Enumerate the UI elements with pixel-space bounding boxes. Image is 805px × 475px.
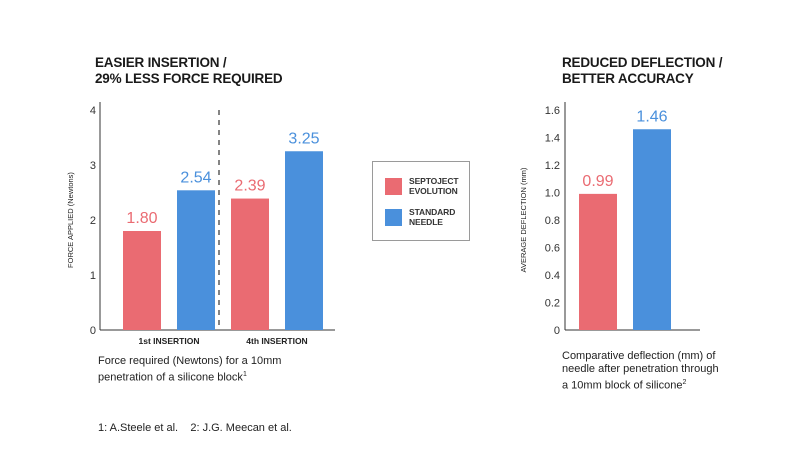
right-caption-line3-wrap: a 10mm block of silicone2 xyxy=(562,376,719,393)
left-y-tick-label: 0 xyxy=(90,325,96,337)
left-caption: Force required (Newtons) for a 10mm pene… xyxy=(98,355,281,385)
left-caption-line2-wrap: penetration of a silicone block1 xyxy=(98,368,281,385)
left-bar-septoject xyxy=(123,231,161,330)
legend-standard-line1: STANDARD xyxy=(409,207,456,217)
left-bar-value-label: 2.39 xyxy=(234,178,265,195)
left-y-tick-label: 3 xyxy=(90,160,96,172)
left-bar-septoject xyxy=(231,198,269,330)
legend-standard-line2: NEEDLE xyxy=(409,217,443,227)
legend-septoject-line2: EVOLUTION xyxy=(409,186,458,196)
left-title-line2: 29% LESS FORCE REQUIRED xyxy=(95,71,283,86)
right-bar-standard xyxy=(633,129,671,330)
left-caption-sup: 1 xyxy=(242,371,247,378)
legend: SEPTOJECT EVOLUTION STANDARD NEEDLE xyxy=(372,161,470,241)
right-y-tick-label: 0.6 xyxy=(545,243,560,255)
left-bar-standard xyxy=(177,190,215,330)
left-bar-standard xyxy=(285,151,323,330)
legend-septoject-line1: SEPTOJECT xyxy=(409,176,459,186)
right-title-line1: REDUCED DEFLECTION / xyxy=(562,55,723,70)
right-bar-septoject xyxy=(579,193,617,330)
footnotes: 1: A.Steele et al. 2: J.G. Meecan et al. xyxy=(98,422,292,434)
legend-label-septoject: SEPTOJECT EVOLUTION xyxy=(409,176,459,196)
right-y-tick-label: 1.2 xyxy=(545,160,560,172)
right-caption-line1: Comparative deflection (mm) of xyxy=(562,350,716,362)
right-bar-value-label: 1.46 xyxy=(636,108,667,125)
left-bar-value-label: 1.80 xyxy=(126,210,157,227)
right-y-tick-label: 1.4 xyxy=(545,133,560,145)
left-caption-line1: Force required (Newtons) for a 10mm xyxy=(98,355,282,367)
legend-swatch-septoject xyxy=(385,177,402,195)
left-title-line1: EASIER INSERTION / xyxy=(95,55,227,70)
left-category-label: 4th INSERTION xyxy=(246,336,307,346)
left-chart-title: EASIER INSERTION / 29% LESS FORCE REQUIR… xyxy=(95,55,283,87)
right-y-tick-label: 0.2 xyxy=(545,298,560,310)
right-caption-line3: a 10mm block of silicone xyxy=(562,379,683,392)
left-bar-value-label: 3.25 xyxy=(288,130,319,147)
left-y-tick-label: 4 xyxy=(90,105,96,117)
left-caption-line2: penetration of a silicone block xyxy=(98,371,243,384)
right-y-tick-label: 0.8 xyxy=(545,215,560,227)
right-y-tick-label: 0 xyxy=(554,325,560,337)
left-bar-value-label: 2.54 xyxy=(180,169,211,186)
right-caption-line2: needle after penetration through xyxy=(562,363,719,375)
legend-label-standard: STANDARD NEEDLE xyxy=(409,207,455,227)
left-y-axis-title: FORCE APPLIED (Newtons) xyxy=(66,172,75,268)
right-bar-value-label: 0.99 xyxy=(582,173,613,190)
right-caption: Comparative deflection (mm) of needle af… xyxy=(562,350,719,393)
left-category-label: 1st INSERTION xyxy=(139,336,200,346)
legend-item-standard: STANDARD NEEDLE xyxy=(385,207,455,227)
right-y-tick-label: 0.4 xyxy=(545,270,560,282)
right-y-tick-label: 1.6 xyxy=(545,105,560,117)
legend-swatch-standard xyxy=(385,208,402,226)
left-y-tick-label: 2 xyxy=(90,215,96,227)
legend-item-septoject: SEPTOJECT EVOLUTION xyxy=(385,176,459,196)
left-y-tick-label: 1 xyxy=(90,270,96,282)
right-y-tick-label: 1.0 xyxy=(545,188,560,200)
right-title-line2: BETTER ACCURACY xyxy=(562,71,694,86)
right-y-axis-title: AVERAGE DEFLECTION (mm) xyxy=(519,167,528,272)
right-caption-sup: 2 xyxy=(682,379,687,386)
right-chart-title: REDUCED DEFLECTION / BETTER ACCURACY xyxy=(562,55,722,87)
